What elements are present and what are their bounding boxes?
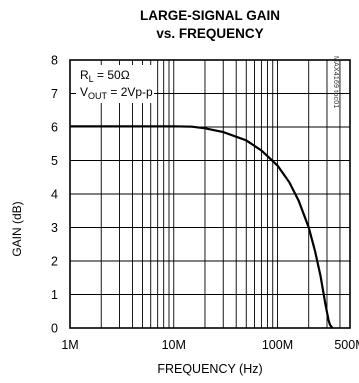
figure-watermark: MAX4169 toc01 xyxy=(332,56,339,109)
vout-value: = 2Vp-p xyxy=(107,85,153,99)
y-tick-label: 6 xyxy=(51,121,58,135)
y-tick-label: 8 xyxy=(51,54,58,68)
y-tick-label: 4 xyxy=(51,188,58,202)
annotation-vout: VOUT = 2Vp-p xyxy=(80,85,153,101)
x-axis-label: FREQUENCY (Hz) xyxy=(157,362,263,376)
load-subscript: L xyxy=(89,74,94,84)
y-tick-label: 1 xyxy=(51,288,58,302)
y-tick-label: 7 xyxy=(51,87,58,101)
x-tick-label: 100M xyxy=(262,338,293,352)
plot-frame xyxy=(69,59,351,329)
x-tick-label: 10M xyxy=(162,338,186,352)
y-tick-label: 5 xyxy=(51,154,58,168)
vout-symbol: V xyxy=(80,85,88,99)
y-tick-label: 3 xyxy=(51,221,58,235)
chart-title: LARGE-SIGNAL GAIN xyxy=(139,8,280,23)
series-line xyxy=(70,125,334,329)
annotation-load: RL = 50Ω xyxy=(80,68,130,84)
x-tick-label: 1M xyxy=(61,338,78,352)
x-tick-labels: 1M 10M 100M 500M xyxy=(61,338,359,352)
y-tick-label: 2 xyxy=(51,255,58,269)
annotation-box xyxy=(76,65,154,103)
y-tick-label: 0 xyxy=(51,322,58,336)
y-tick-labels: 0 1 2 3 4 5 6 7 8 xyxy=(51,54,58,336)
load-symbol: R xyxy=(80,68,89,82)
y-axis-label: GAIN (dB) xyxy=(10,201,24,257)
x-tick-label: 500M xyxy=(334,338,359,352)
chart-subtitle: vs. FREQUENCY xyxy=(156,26,264,41)
vout-subscript: OUT xyxy=(88,91,108,101)
load-value: = 50Ω xyxy=(94,68,130,82)
